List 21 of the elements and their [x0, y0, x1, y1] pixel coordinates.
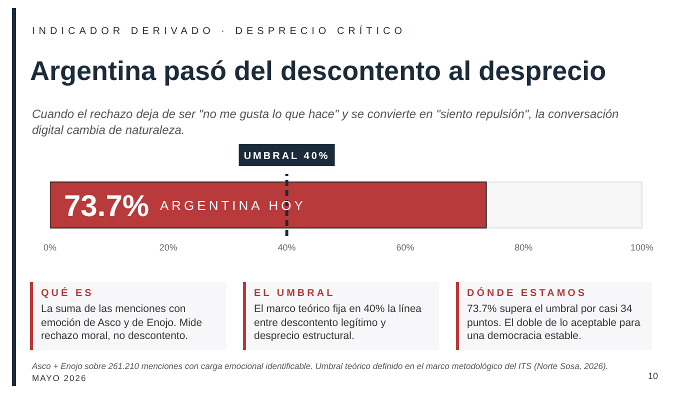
- data-label: 73.7%: [64, 190, 150, 223]
- text: 73.7% supera el umbral por casi 34 puntos. El doble de lo aceptable para una democracia estable.: [467, 303, 642, 344]
- text: Asco + Enojo sobre 261.210 menciones con carga emocional identificable. Umbral teórico definido en el marco metodológico del ITS (Norte Sosa, 2026).: [32, 361, 608, 371]
- x-tick-label: 20%: [159, 242, 178, 252]
- text: 10: [648, 371, 658, 381]
- text: La suma de las menciones con emoción de Asco y de Enojo. Mide rechazo moral, no descontento.: [41, 303, 204, 344]
- y-tick-label: ARGENTINA HOY: [160, 198, 306, 213]
- x-tick-label: 40%: [278, 242, 296, 252]
- text: MAYO 2026: [32, 373, 87, 383]
- x-tick-label: 0%: [43, 242, 57, 252]
- text: El marco teórico fija en 40% la línea entre descontento legítimo y desprecio estructural.: [254, 303, 423, 344]
- text: DÓNDE ESTAMOS: [467, 288, 588, 299]
- x-tick-label: 60%: [396, 242, 414, 252]
- text: INDICADOR DERIVADO · DESPRECIO CRÍTICO: [32, 26, 406, 37]
- x-tick-label: 80%: [514, 242, 533, 252]
- chart-title: Argentina pasó del descontento al desprecio: [30, 56, 606, 87]
- text: EL UMBRAL: [254, 288, 336, 299]
- text: QUÉ ES: [41, 288, 95, 299]
- chart-subtitle: Cuando el rechazo deja de ser "no me gusta lo que hace" y se convierte en "siento repulsión", la conversación digital cambia de naturaleza.: [32, 106, 620, 138]
- x-tick-label: 100%: [630, 242, 654, 252]
- ref-line-label: UMBRAL 40%: [244, 151, 330, 162]
